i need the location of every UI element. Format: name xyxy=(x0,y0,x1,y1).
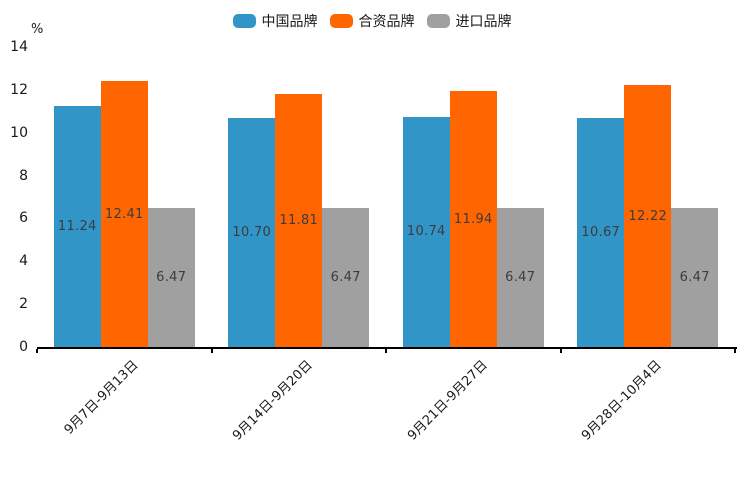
x-axis-tick xyxy=(210,348,213,353)
bar-series0-group3: 10.67 xyxy=(577,118,625,347)
bar-series2-group1: 6.47 xyxy=(322,208,370,347)
bar-series2-group0: 6.47 xyxy=(147,208,195,347)
y-axis-tick-label: 6 xyxy=(19,210,28,227)
legend: 中国品牌 合资品牌 进口品牌 xyxy=(0,11,744,31)
bar-series0-group1: 10.70 xyxy=(228,117,276,347)
bar-series1-group3: 12.22 xyxy=(624,85,672,347)
bar-value-label: 10.74 xyxy=(406,224,446,240)
y-axis-tick-label: 14 xyxy=(10,39,28,55)
x-axis-tick xyxy=(734,348,736,353)
bar-value-label: 6.47 xyxy=(330,270,361,286)
bar-value-label: 12.41 xyxy=(104,206,144,222)
bar-value-label: 10.70 xyxy=(232,224,272,240)
y-axis-tick-label: 10 xyxy=(10,124,28,141)
legend-item-2: 进口品牌 xyxy=(426,11,512,31)
legend-swatch-icon xyxy=(329,14,353,28)
bar-value-label: 11.81 xyxy=(279,212,319,228)
y-axis-tick-label: 0 xyxy=(19,339,28,355)
x-axis-tick xyxy=(385,348,387,353)
x-axis-category-label: 9月7日-9月13日 xyxy=(61,357,142,438)
x-axis-category-label: 9月21日-9月27日 xyxy=(404,357,491,444)
x-axis-line xyxy=(37,346,737,349)
y-axis-unit-label: % xyxy=(31,22,44,37)
bar-value-label: 10.67 xyxy=(581,225,621,241)
bar-value-label: 12.22 xyxy=(628,208,668,224)
bar-value-label: 6.47 xyxy=(156,270,187,286)
bar-value-label: 6.47 xyxy=(679,270,710,286)
legend-item-label: 中国品牌 xyxy=(261,14,318,30)
bar-series2-group3: 6.47 xyxy=(671,208,719,347)
bar-series2-group2: 6.47 xyxy=(496,208,544,347)
x-axis-tick xyxy=(559,348,562,353)
legend-item-label: 进口品牌 xyxy=(455,14,512,30)
y-axis-tick-label: 12 xyxy=(10,81,28,98)
y-axis-tick-label: 2 xyxy=(19,296,28,313)
legend-item-1: 合资品牌 xyxy=(329,11,415,31)
y-axis-tick-label: 8 xyxy=(19,167,28,184)
bar-series1-group2: 11.94 xyxy=(449,91,497,347)
bar-series0-group2: 10.74 xyxy=(402,116,450,347)
bar-series0-group0: 11.24 xyxy=(53,106,101,347)
bar-value-label: 6.47 xyxy=(505,270,536,286)
x-axis-tick xyxy=(36,348,38,353)
bar-series1-group0: 12.41 xyxy=(100,81,148,347)
legend-swatch-icon xyxy=(232,14,256,28)
y-axis-tick-label: 4 xyxy=(19,253,28,270)
x-axis-category-label: 9月28日-10月4日 xyxy=(579,357,666,444)
legend-swatch-icon xyxy=(426,14,450,28)
bar-value-label: 11.24 xyxy=(57,219,97,235)
x-axis-category-label: 9月14日-9月20日 xyxy=(230,357,317,444)
bar-series1-group1: 11.81 xyxy=(275,93,323,347)
legend-item-label: 合资品牌 xyxy=(358,14,415,30)
bar-value-label: 11.94 xyxy=(453,211,493,227)
legend-item-0: 中国品牌 xyxy=(232,11,318,31)
